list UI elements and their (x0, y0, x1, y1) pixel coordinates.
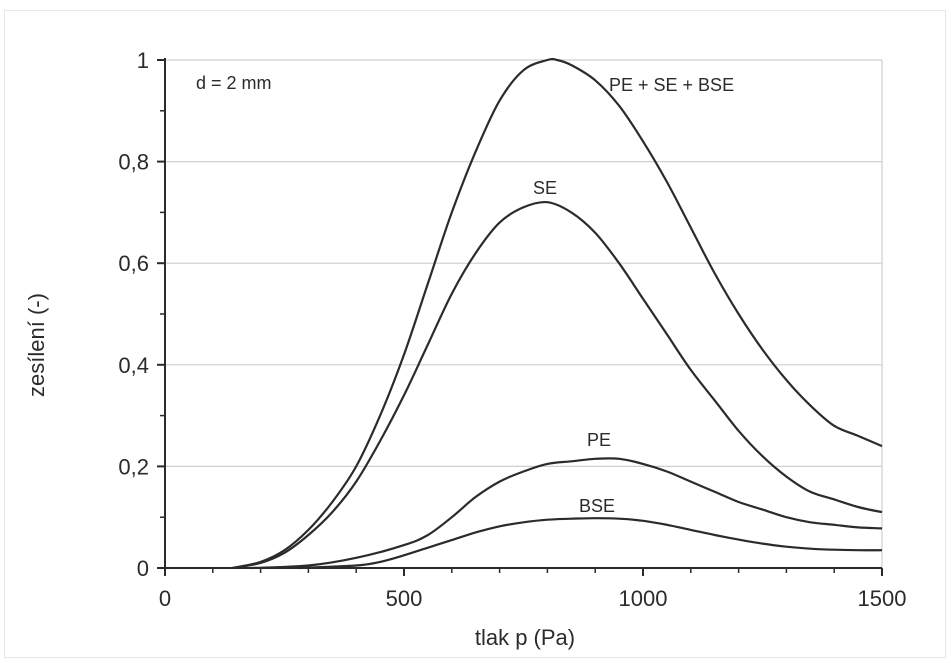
y-tick-label-2: 0,4 (118, 353, 149, 378)
y-tick-label-0: 0 (137, 556, 149, 581)
x-tick-label-2: 1000 (619, 586, 668, 611)
series-label-pe-se-bse: PE + SE + BSE (609, 75, 734, 95)
gridlines (165, 59, 883, 568)
x-tick-label-3: 1500 (858, 586, 907, 611)
x-tick-label-1: 500 (386, 586, 423, 611)
series-line-se (231, 200, 883, 570)
y-axis-title: zesílení (-) (24, 293, 49, 397)
labels: d = 2 mm tlak p (Pa) zesílení (-) PE + S… (24, 73, 734, 650)
series-line-pe-se-bse (231, 57, 883, 570)
y-tick-label-5: 1 (137, 48, 149, 73)
x-tick-label-0: 0 (159, 586, 171, 611)
x-axis-title: tlak p (Pa) (475, 625, 575, 650)
y-tick-label-3: 0,6 (118, 251, 149, 276)
axes (164, 58, 882, 569)
series-line-pe (250, 457, 883, 570)
ticks: 0 0,2 0,4 0,6 0,8 1 0 500 1000 1500 (118, 48, 906, 611)
series-line-bse (298, 517, 883, 570)
annotation-text: d = 2 mm (196, 73, 272, 93)
chart-frame (4, 10, 946, 658)
series-label-bse: BSE (579, 496, 615, 516)
series-label-pe: PE (587, 430, 611, 450)
series-lines (231, 57, 883, 570)
y-tick-label-4: 0,8 (118, 150, 149, 175)
y-tick-label-1: 0,2 (118, 454, 149, 479)
series-label-se: SE (533, 178, 557, 198)
